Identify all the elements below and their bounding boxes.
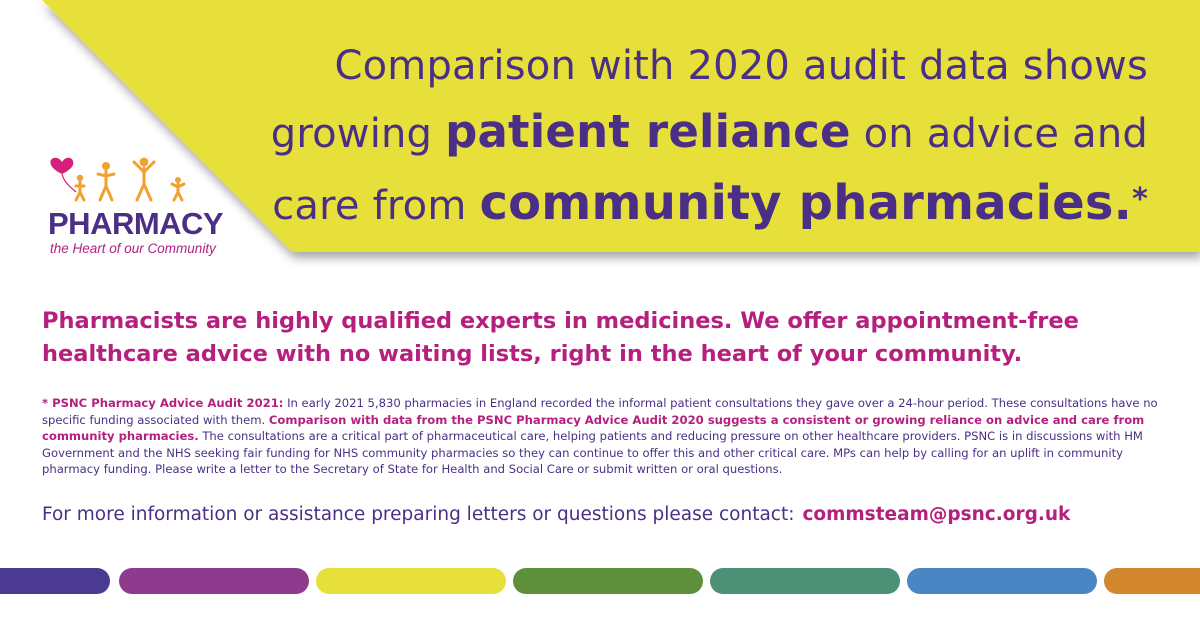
stripe-pill-green (513, 568, 703, 594)
lead-statement: Pharmacists are highly qualified experts… (42, 308, 1079, 367)
stripe-pill-orange (1104, 568, 1200, 594)
contact-email-link[interactable]: commsteam@psnc.org.uk (802, 504, 1071, 525)
headline-emphasis-community-pharmacies: community pharmacies. (479, 175, 1133, 231)
contact-text: For more information or assistance prepa… (42, 504, 795, 525)
family-heart-icon (50, 157, 186, 202)
footnote-highlight: Comparison with data from the PSNC Pharm… (42, 412, 1145, 444)
stripe-pill-plum (119, 568, 309, 594)
audit-footnote: * PSNC Pharmacy Advice Audit 2021: In ea… (42, 396, 1158, 476)
logo-wordmark: PHARMACY (48, 206, 224, 241)
headline-emphasis-patient-reliance: patient reliance (445, 105, 851, 158)
stripe-pill-yellow (316, 568, 506, 594)
headline-banner (42, 0, 1200, 252)
headline-asterisk: * (1132, 182, 1148, 217)
pharmacy-logo: PHARMACY the Heart of our Community (44, 152, 234, 262)
contact-line: For more information or assistance prepa… (42, 504, 1172, 525)
stripe-pill-teal (710, 568, 900, 594)
footnote-source: * PSNC Pharmacy Advice Audit 2021: (42, 396, 284, 410)
headline: Comparison with 2020 audit data shows gr… (270, 43, 1148, 231)
headline-line-1: Comparison with 2020 audit data shows (334, 43, 1148, 89)
stripe-pill-purple (0, 568, 110, 594)
logo-tagline: the Heart of our Community (50, 241, 216, 256)
stripe-pill-blue (907, 568, 1097, 594)
